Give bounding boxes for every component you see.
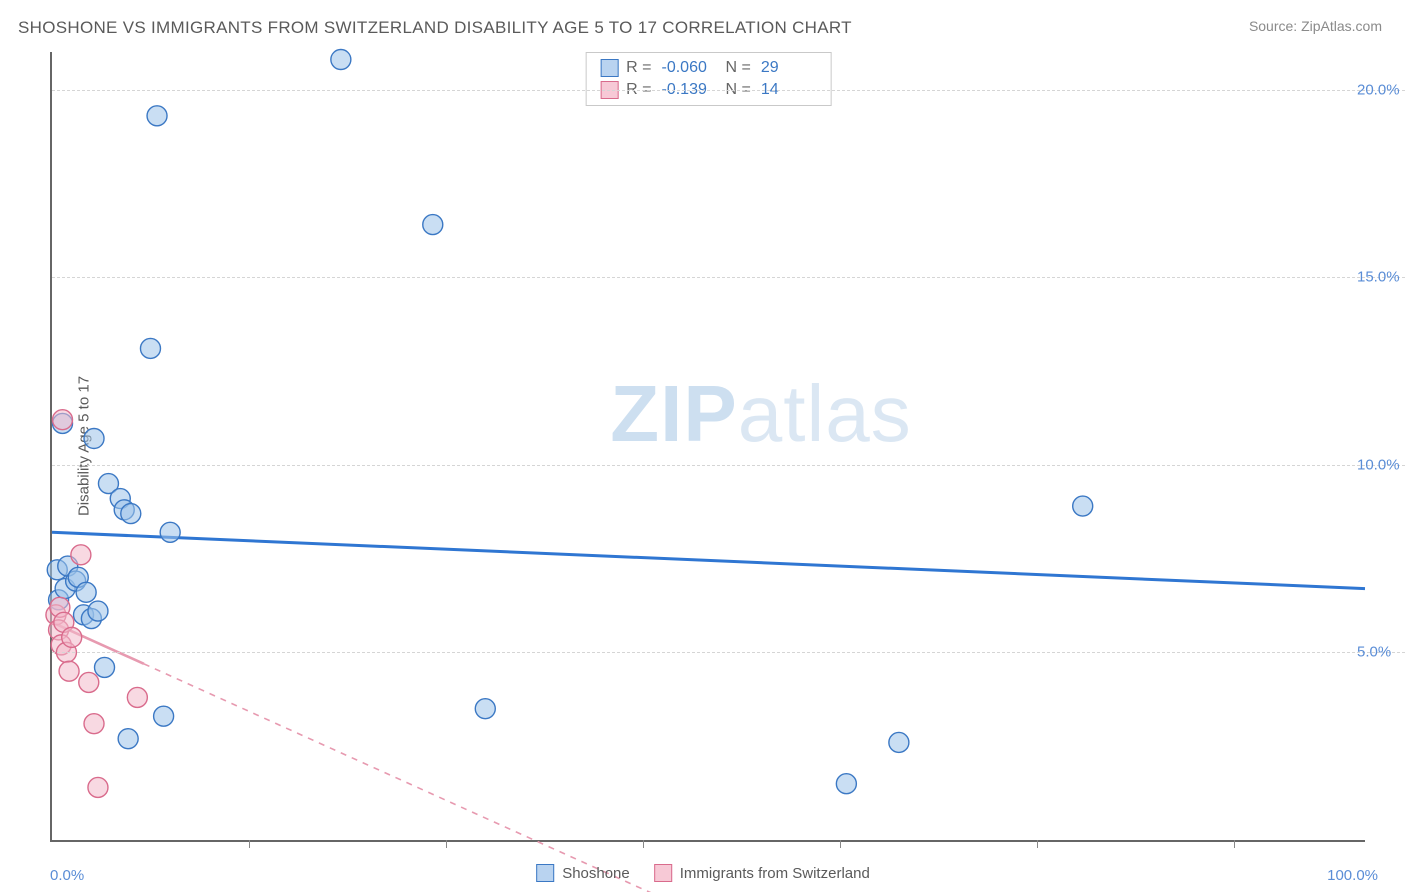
legend-item-0: Shoshone: [536, 864, 630, 882]
x-tick: [840, 840, 841, 848]
swatch-pink-icon: [654, 864, 672, 882]
gridline: [52, 465, 1405, 466]
gridline: [52, 277, 1405, 278]
chart-title: SHOSHONE VS IMMIGRANTS FROM SWITZERLAND …: [18, 18, 852, 38]
x-axis-min-label: 0.0%: [50, 867, 84, 884]
x-tick: [249, 840, 250, 848]
swatch-blue-icon: [600, 59, 618, 77]
swatch-blue-icon: [536, 864, 554, 882]
x-tick: [1037, 840, 1038, 848]
plot-svg: [52, 52, 1365, 840]
y-tick-label: 20.0%: [1357, 81, 1406, 98]
legend-stats: R = -0.060 N = 29 R = -0.139 N = 14: [585, 52, 832, 106]
x-tick: [446, 840, 447, 848]
source-label: Source: ZipAtlas.com: [1249, 18, 1382, 34]
x-tick: [1234, 840, 1235, 848]
legend-item-1: Immigrants from Switzerland: [654, 864, 870, 882]
legend-stats-row-0: R = -0.060 N = 29: [600, 57, 817, 79]
legend-series: Shoshone Immigrants from Switzerland: [536, 864, 870, 882]
y-tick-label: 10.0%: [1357, 456, 1406, 473]
x-axis-max-label: 100.0%: [1327, 867, 1378, 884]
y-tick-label: 15.0%: [1357, 269, 1406, 286]
gridline: [52, 652, 1405, 653]
gridline: [52, 90, 1405, 91]
x-tick: [643, 840, 644, 848]
y-tick-label: 5.0%: [1357, 644, 1406, 661]
chart-area: ZIPatlas R = -0.060 N = 29 R = -0.139 N …: [50, 52, 1365, 842]
